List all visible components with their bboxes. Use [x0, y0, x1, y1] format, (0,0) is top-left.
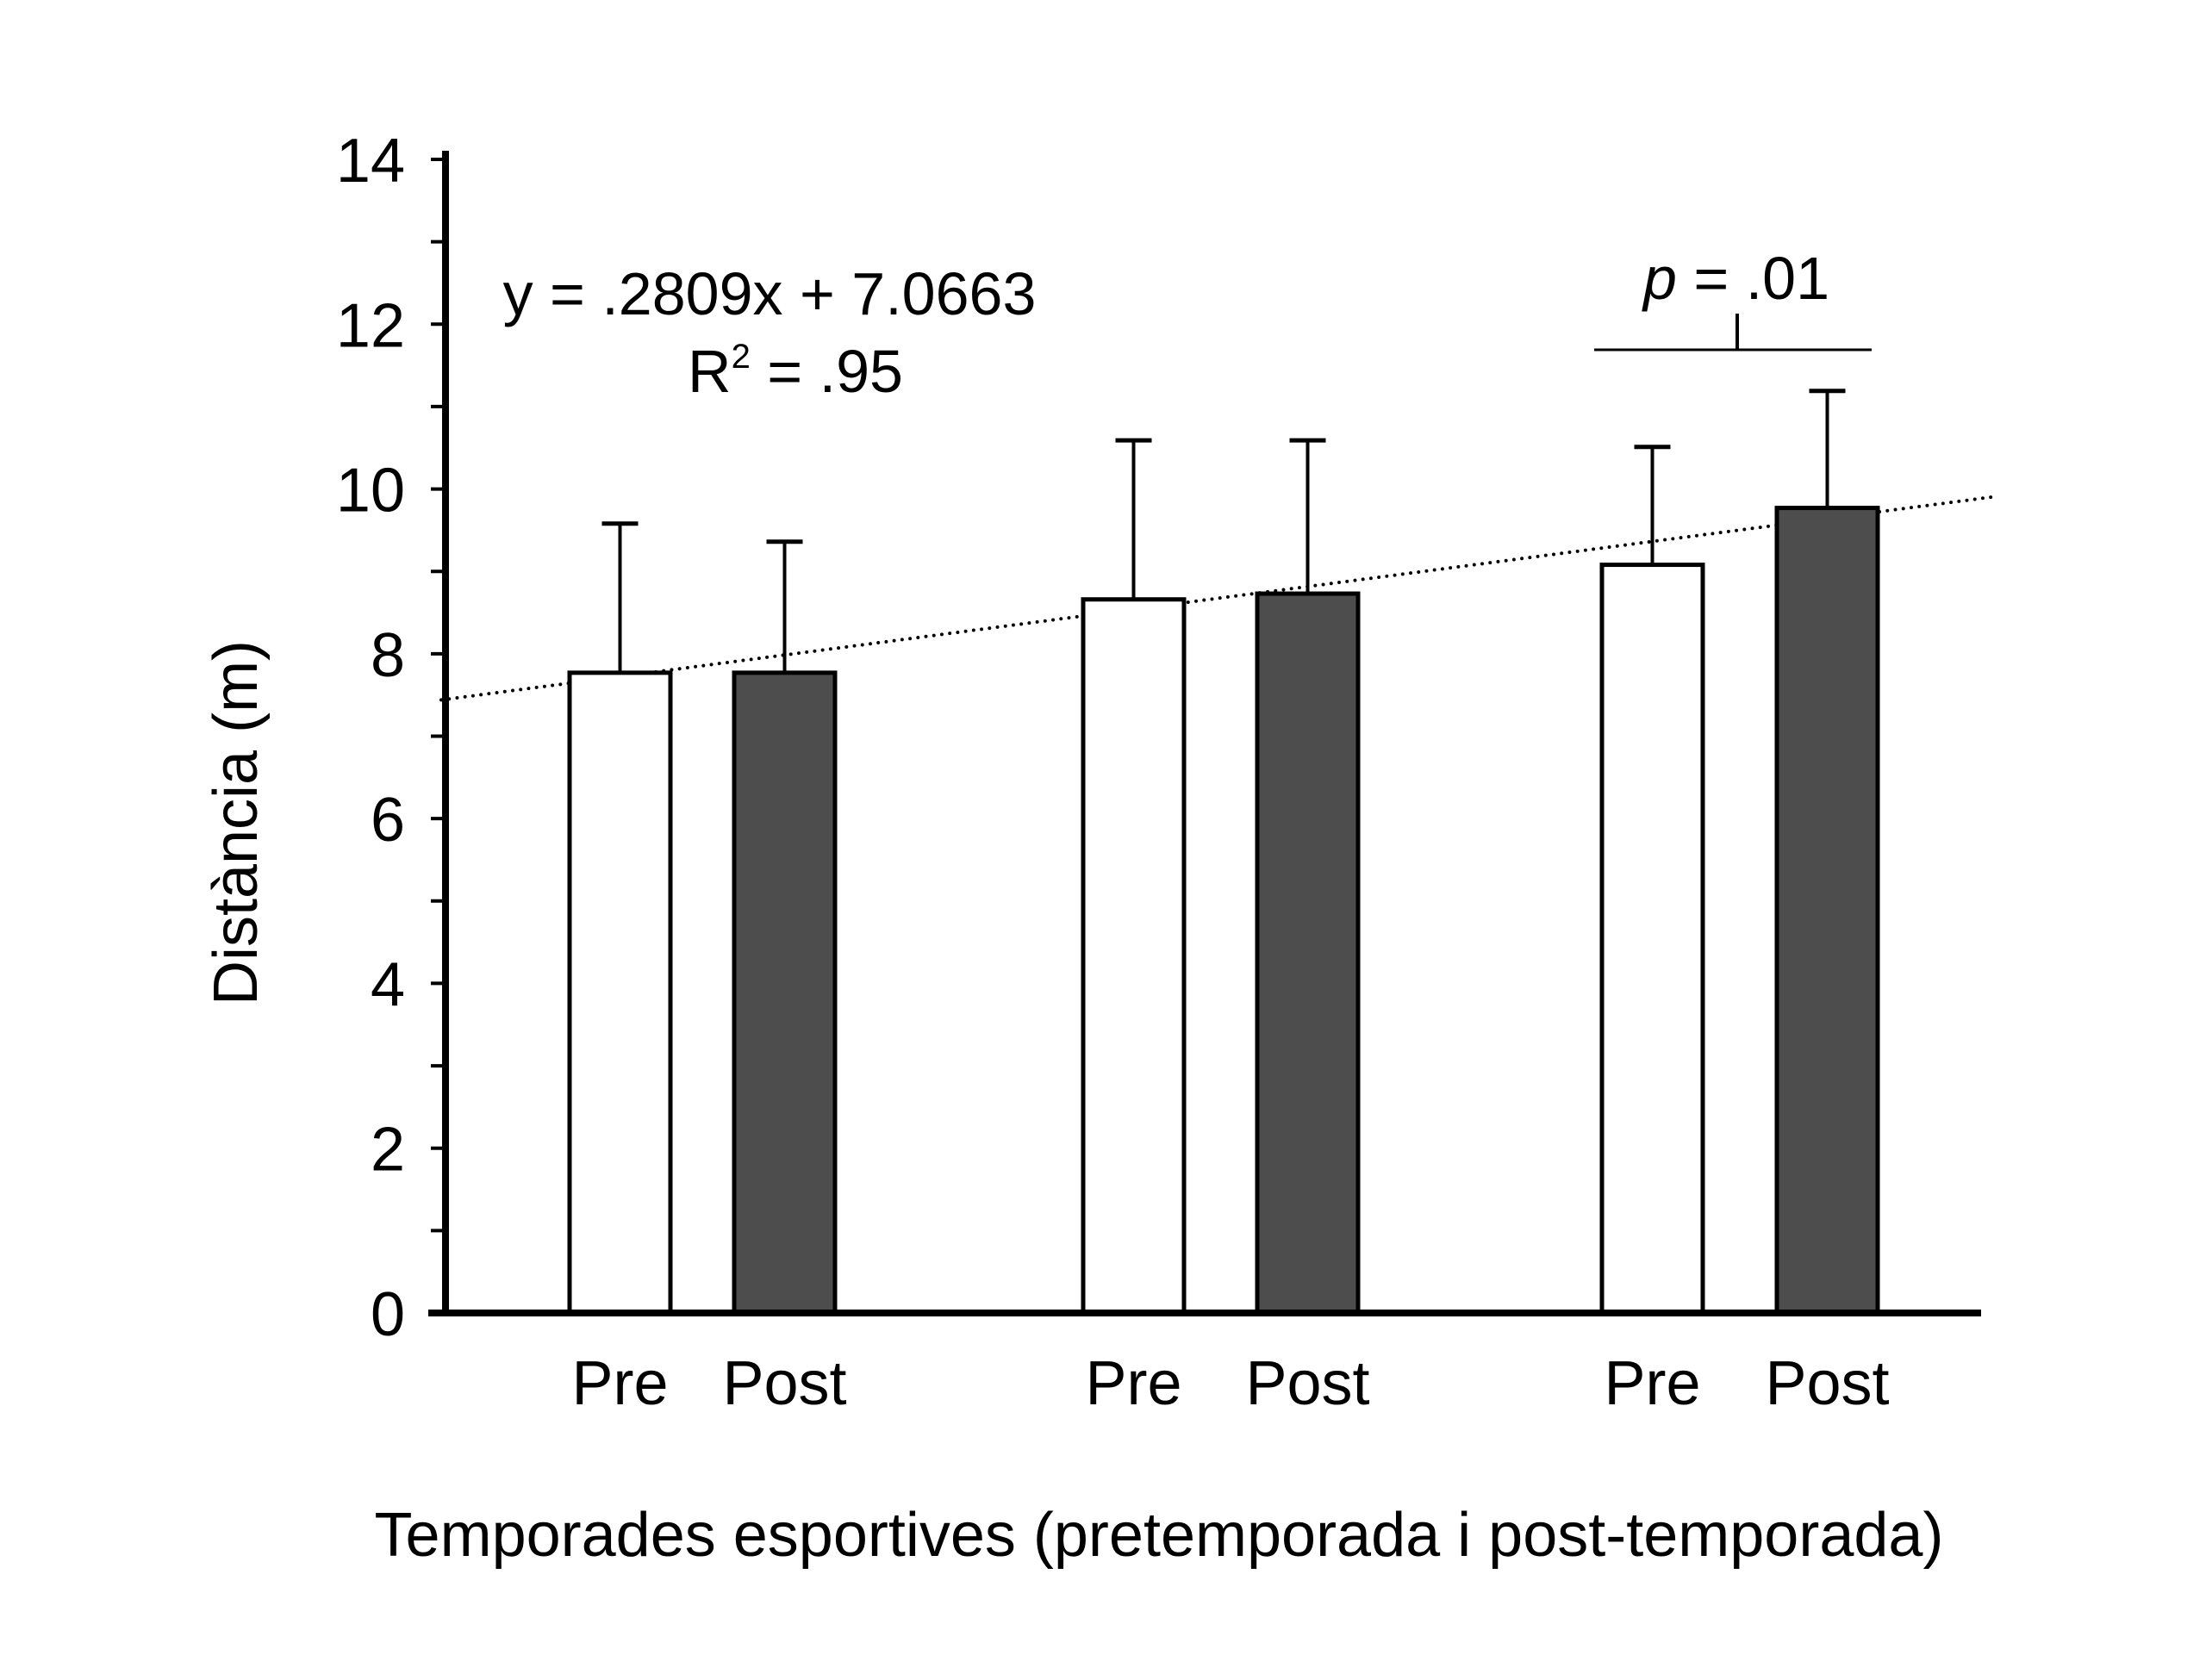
- y-tick-label-0: 0: [371, 1280, 405, 1349]
- bar-group1-pre: [567, 670, 673, 1316]
- x-category-labels: Pre Post Pre Post Pre Post: [571, 1349, 1889, 1418]
- y-tick-label-4: 4: [371, 950, 405, 1019]
- bar-group3-post: [1774, 506, 1880, 1316]
- p-symbol: p: [1642, 245, 1677, 312]
- x-tick-label-group3-post: Post: [1765, 1349, 1889, 1418]
- x-tick-label-group1-post: Post: [722, 1349, 846, 1418]
- bar-group2-pre: [1081, 597, 1187, 1316]
- x-tick-label-group2-pre: Pre: [1085, 1349, 1181, 1418]
- y-tick-label-8: 8: [371, 621, 405, 690]
- r2-prefix: R: [688, 338, 732, 405]
- y-tick-label-2: 2: [371, 1116, 405, 1185]
- error-bars-layer: [601, 389, 1846, 673]
- axes-layer: [428, 151, 1981, 1316]
- x-tick-label-group1-pre: Pre: [571, 1349, 668, 1418]
- y-tick-label-6: 6: [371, 786, 405, 855]
- p-value: = .01: [1677, 245, 1829, 312]
- r2-value: = .95: [751, 338, 903, 405]
- trendline-layer: [439, 495, 1998, 702]
- trendline-r2: R2 = .95: [688, 338, 903, 405]
- p-value-label: p = .01: [1642, 245, 1829, 312]
- x-tick-label-group3-pre: Pre: [1604, 1349, 1700, 1418]
- y-tick-label-10: 10: [336, 457, 405, 526]
- r2-superscript: 2: [732, 338, 751, 376]
- trendline-equation: y = .2809x + 7.0663: [503, 260, 1037, 327]
- bar-group2-post: [1255, 591, 1361, 1316]
- significance-bracket: p = .01: [1594, 245, 1872, 352]
- bars-layer: [567, 506, 1880, 1316]
- y-axis-title: Distància (m): [202, 640, 271, 1005]
- trendline: [439, 495, 1998, 702]
- y-tick-labels: 0 2 4 6 8 10 12 14: [336, 127, 405, 1349]
- x-tick-label-group2-post: Post: [1245, 1349, 1369, 1418]
- y-tick-label-12: 12: [336, 291, 405, 360]
- y-tick-label-14: 14: [336, 127, 405, 196]
- bar-group1-post: [732, 670, 838, 1316]
- x-axis-title: Temporades esportives (pretemporada i po…: [375, 1501, 1944, 1570]
- bar-group3-pre: [1599, 563, 1705, 1316]
